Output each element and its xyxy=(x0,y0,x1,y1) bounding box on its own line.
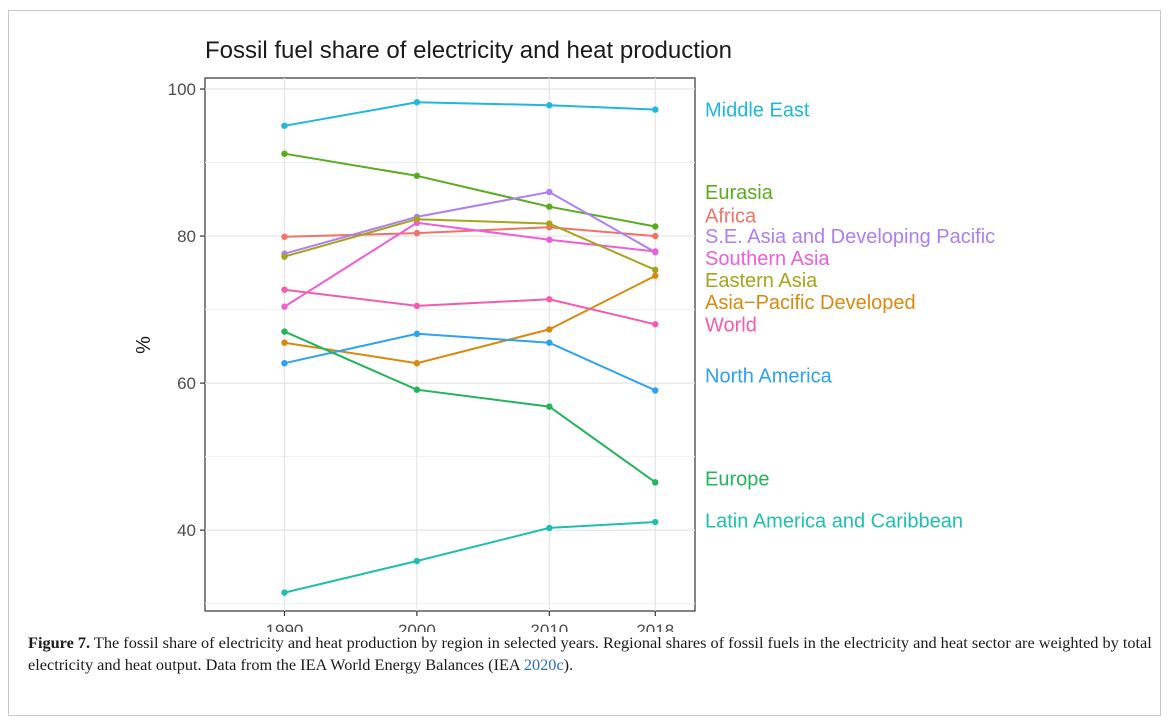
data-point xyxy=(652,387,659,394)
data-point xyxy=(546,524,553,532)
data-point xyxy=(413,360,421,367)
series-europe xyxy=(281,328,659,486)
data-point xyxy=(652,106,659,113)
series-line xyxy=(284,274,656,365)
caption-label: Figure 7. xyxy=(28,633,91,652)
caption-end: ). xyxy=(563,655,574,674)
data-point xyxy=(652,321,659,328)
data-point xyxy=(413,229,421,237)
series-label: Southern Asia xyxy=(705,248,830,270)
data-point xyxy=(281,328,288,335)
data-point xyxy=(546,339,553,346)
series-line xyxy=(284,101,656,127)
data-point xyxy=(413,386,421,393)
data-point xyxy=(281,233,288,240)
data-point xyxy=(652,479,659,486)
x-tick-label: 1990 xyxy=(266,621,304,632)
data-point xyxy=(281,589,288,596)
data-point xyxy=(281,122,288,129)
y-tick-label: 80 xyxy=(177,227,196,246)
data-point xyxy=(652,223,659,230)
series-layer xyxy=(281,99,659,596)
data-point xyxy=(281,150,288,157)
series-latin-america-and-caribbean xyxy=(281,518,659,596)
series-north-america xyxy=(281,330,659,394)
data-point xyxy=(546,403,553,410)
data-point xyxy=(546,203,553,210)
x-tick-label: 2000 xyxy=(398,621,436,632)
y-tick-label: 60 xyxy=(177,374,196,393)
data-point xyxy=(546,102,553,109)
series-label: Asia−Pacific Developed xyxy=(705,292,916,314)
data-point xyxy=(281,286,288,293)
data-point xyxy=(546,296,553,303)
data-point xyxy=(413,557,421,565)
series-eastern-asia xyxy=(281,215,659,274)
figure-caption: Figure 7. The fossil share of electricit… xyxy=(28,632,1153,676)
chart: Fossil fuel share of electricity and hea… xyxy=(133,37,995,632)
caption-text: The fossil share of electricity and heat… xyxy=(28,633,1152,674)
series-label: Latin America and Caribbean xyxy=(705,511,963,533)
data-point xyxy=(546,188,553,196)
y-tick-label: 40 xyxy=(177,521,196,540)
data-point xyxy=(546,326,553,333)
series-line xyxy=(284,152,656,228)
data-point xyxy=(281,360,288,367)
data-point xyxy=(652,518,659,526)
x-tick-label: 2018 xyxy=(636,621,674,632)
data-point xyxy=(652,248,659,255)
series-label: S.E. Asia and Developing Pacific xyxy=(705,226,995,248)
data-point xyxy=(413,215,421,223)
series-label: Europe xyxy=(705,469,770,491)
data-point xyxy=(546,220,553,227)
axes-layer: 40 60 80 100 1990 2000 2010 2018 xyxy=(168,80,675,632)
chart-title: Fossil fuel share of electricity and hea… xyxy=(205,37,732,64)
data-point xyxy=(413,302,421,310)
data-point xyxy=(652,232,659,240)
series-asia-pacific-developed xyxy=(281,272,659,367)
series-eurasia xyxy=(281,150,659,230)
data-point xyxy=(281,253,288,260)
data-point xyxy=(652,266,659,274)
data-point xyxy=(281,303,288,310)
series-middle-east xyxy=(281,99,659,129)
y-tick-label: 100 xyxy=(168,80,196,99)
series-line xyxy=(284,332,656,392)
series-line xyxy=(284,521,656,594)
caption-citation-link[interactable]: 2020c xyxy=(523,655,564,674)
series-world xyxy=(281,286,659,328)
series-line xyxy=(284,190,656,255)
data-point xyxy=(546,236,553,243)
data-point xyxy=(413,172,421,179)
series-label: Africa xyxy=(705,205,757,227)
data-point xyxy=(413,99,421,106)
plot-panel xyxy=(204,77,696,612)
series-line xyxy=(284,330,656,484)
series-label: North America xyxy=(705,366,833,388)
series-line xyxy=(284,288,656,326)
series-label: Middle East xyxy=(705,100,810,122)
series-line xyxy=(283,221,656,308)
series-label: Eurasia xyxy=(705,182,774,204)
y-axis-label: % xyxy=(133,336,155,354)
x-tick-label: 2010 xyxy=(530,621,568,632)
series-line xyxy=(284,218,656,271)
data-point xyxy=(652,272,659,279)
series-label: Eastern Asia xyxy=(705,270,818,292)
series-label: World xyxy=(705,314,757,336)
data-point xyxy=(413,330,421,338)
data-point xyxy=(281,339,288,346)
